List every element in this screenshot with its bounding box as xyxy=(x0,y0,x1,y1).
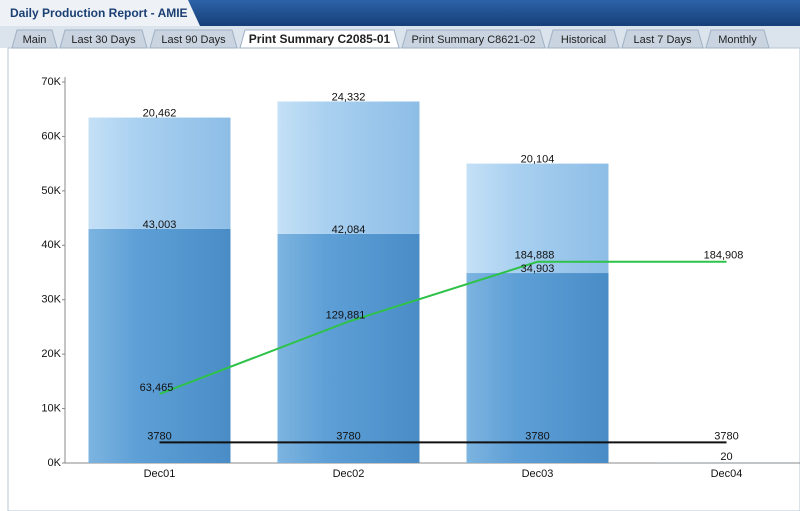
y-tick-label: 0K xyxy=(48,457,62,469)
y-tick-label: 40K xyxy=(41,239,61,251)
bar-segment xyxy=(88,228,231,463)
y-tick-label: 30K xyxy=(41,294,61,306)
value-label: 34,903 xyxy=(521,263,555,275)
title-tab xyxy=(0,0,200,26)
tab[interactable] xyxy=(621,29,704,49)
bar-segment xyxy=(88,117,231,229)
value-label: 20,462 xyxy=(143,107,177,119)
line xyxy=(159,260,727,395)
tabs: Main Last 30 Days Last 90 Days Print Summar… xyxy=(11,29,770,49)
x-tick-label: Dec01 xyxy=(144,468,176,480)
value-label: 42,084 xyxy=(332,224,366,236)
y-tick-label: 10K xyxy=(41,402,61,414)
bar-segment xyxy=(277,233,420,463)
window-title: Daily Production Report - AMIE xyxy=(10,6,188,20)
tab[interactable] xyxy=(11,29,58,49)
tab-label[interactable]: Monthly xyxy=(718,34,757,46)
value-label: 3780 xyxy=(714,430,738,442)
tab-label[interactable]: Print Summary C8621-02 xyxy=(411,34,535,46)
x-tick-label: Dec03 xyxy=(522,468,554,480)
tab[interactable] xyxy=(59,29,148,49)
y-tick-label: 50K xyxy=(41,185,61,197)
value-label: 20 xyxy=(720,451,732,463)
value-label: 3780 xyxy=(336,430,360,442)
tab[interactable] xyxy=(239,29,400,49)
x-tick-label: Dec04 xyxy=(711,468,743,480)
y-tick-label: 60K xyxy=(41,130,61,142)
x-tick-label: Dec02 xyxy=(333,468,365,480)
y-tick-label: 70K xyxy=(41,76,61,88)
tab-label[interactable]: Print Summary C2085-01 xyxy=(249,32,391,46)
tab-label[interactable]: Last 30 Days xyxy=(71,34,136,46)
value-label: 3780 xyxy=(147,430,171,442)
tab[interactable] xyxy=(401,29,546,49)
bar-segment xyxy=(466,163,609,274)
value-label: 184,888 xyxy=(515,250,555,262)
bar-segment xyxy=(466,273,609,463)
value-label: 20,104 xyxy=(521,154,555,166)
tab-label[interactable]: Last 90 Days xyxy=(161,34,226,46)
tab[interactable] xyxy=(149,29,238,49)
tab[interactable] xyxy=(547,29,620,49)
tab-label[interactable]: Main xyxy=(23,34,47,46)
bar-segment xyxy=(277,101,420,234)
tab-label[interactable]: Historical xyxy=(561,34,606,46)
value-label: 43,003 xyxy=(143,219,177,231)
value-label: 3780 xyxy=(525,430,549,442)
tab[interactable] xyxy=(705,29,770,49)
chart: 0K 10K 20K 30K 40K 50K 60K 70K Dec01 Dec02 Dec03 De… xyxy=(41,76,800,480)
value-label: 63,465 xyxy=(140,382,174,394)
value-label: 24,332 xyxy=(332,91,366,103)
y-tick-label: 20K xyxy=(41,348,61,360)
value-label: 129,881 xyxy=(326,310,366,322)
value-label: 184,908 xyxy=(704,250,744,262)
tab-label[interactable]: Last 7 Days xyxy=(633,34,692,46)
